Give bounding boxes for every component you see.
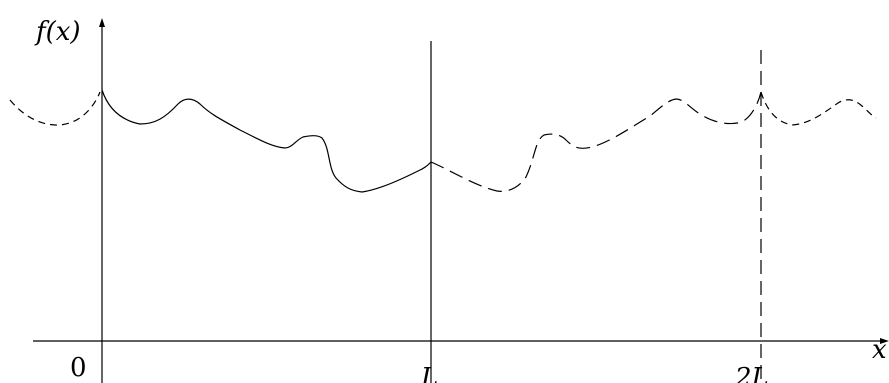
- right-extension-curve: [760, 91, 877, 126]
- x-axis-arrowhead: [880, 338, 889, 344]
- tick-label-l: L: [420, 363, 438, 383]
- function-curve-0-to-l: [101, 89, 432, 193]
- left-extension-curve: [9, 91, 101, 126]
- y-axis-label: f(x): [34, 17, 81, 47]
- function-curve-l-to-2l: [430, 91, 762, 192]
- tick-label-0: 0: [70, 353, 87, 383]
- y-axis-arrowhead: [99, 18, 105, 27]
- x-axis-label: x: [872, 335, 887, 365]
- tick-label-2l: 2L: [734, 363, 769, 383]
